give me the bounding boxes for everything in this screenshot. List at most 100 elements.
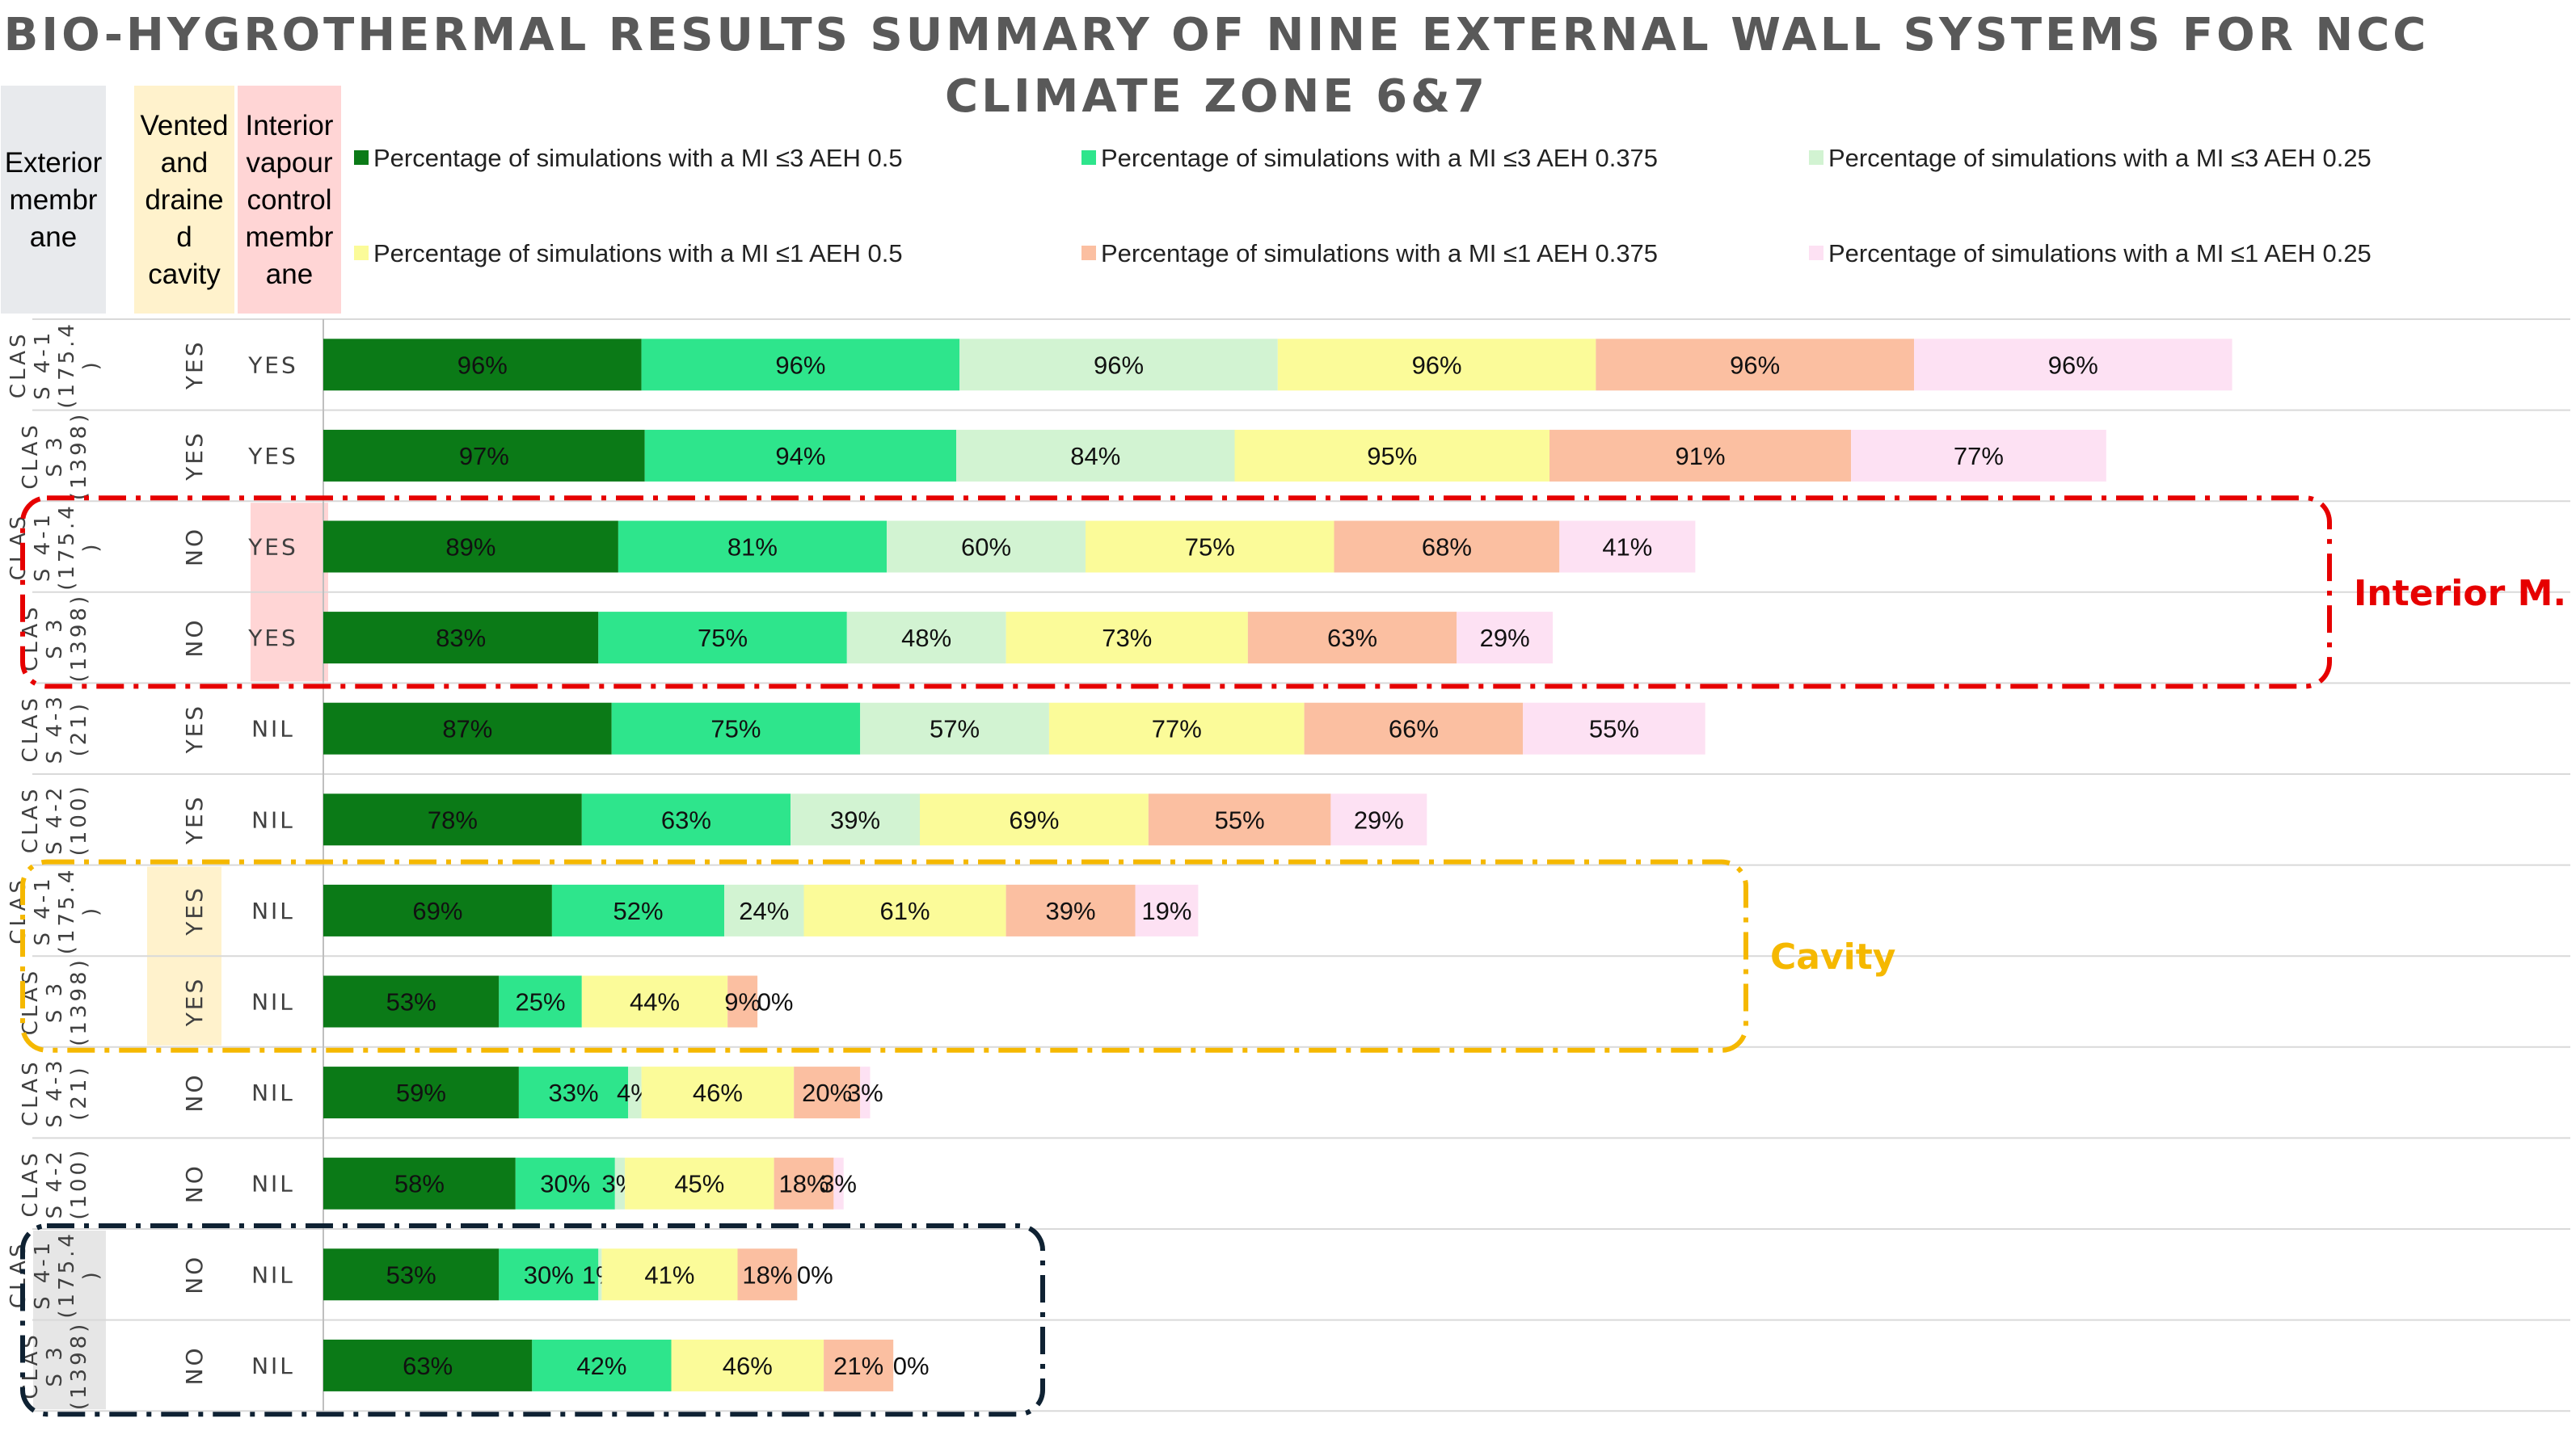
bar-segment [1006,612,1248,664]
bar-segment [860,702,1049,755]
bar-segment [803,884,1006,936]
bar-segment [601,1248,738,1301]
bar-segment [1851,429,2106,482]
data-label: 53% [386,988,436,1016]
data-label: 60% [961,533,1011,562]
cavity-label: NO [181,1164,208,1203]
interior-membrane-label: NIL [251,1353,295,1379]
data-label: 52% [613,897,663,925]
column-header-exterior [1,86,106,314]
data-label: 78% [428,806,478,834]
bar-segment [1523,702,1705,755]
data-label: 96% [2048,351,2098,379]
column-header-text: draine [145,184,223,216]
interior-membrane-label: YES [247,534,298,561]
bar-segment [794,1067,861,1119]
bar-segment [323,702,612,755]
exterior-membrane-label: (175.4 [55,503,79,591]
exterior-membrane-label: CLAS [6,1241,31,1309]
data-label: 75% [710,715,761,743]
data-label: 25% [516,988,566,1016]
bar-segment [1148,793,1331,846]
cavity-label: YES [181,886,208,936]
bar-segment [551,884,725,936]
data-label: 0% [757,988,794,1016]
exterior-membrane-label: S 4-1 [31,1239,55,1310]
data-label: 24% [739,897,789,925]
data-label: 30% [540,1170,590,1198]
bar-segment [833,1157,844,1210]
exterior-membrane-label: S 4-1 [31,330,55,400]
bar-segment [1234,429,1549,482]
cavity-label: NO [181,1255,208,1294]
legend-label: Percentage of simulations with a MI ≤1 A… [373,239,903,267]
data-label: 29% [1354,806,1404,834]
data-label: 0% [797,1261,833,1289]
data-label: 69% [412,897,462,925]
data-label: 29% [1480,624,1530,652]
data-label: 63% [1327,624,1377,652]
bar-segment [1006,884,1136,936]
exterior-membrane-label: CLAS [19,695,43,763]
bar-segment [323,1339,533,1391]
legend-label: Percentage of simulations with a MI ≤3 A… [373,144,903,172]
bar-segment [1247,612,1457,664]
column-header-cavity [134,86,234,314]
data-label: 19% [1141,897,1191,925]
bar-segment [1549,429,1852,482]
exterior-membrane-label: (1398) [67,411,91,500]
legend-label: Percentage of simulations with a MI ≤3 A… [1828,144,2372,172]
data-label: 84% [1070,442,1120,470]
data-label: 77% [1152,715,1202,743]
bar-segment [323,520,618,573]
interior-membrane-label: NIL [251,898,295,924]
cavity-label: YES [181,977,208,1028]
data-label: 20% [802,1079,852,1107]
legend-swatch [354,150,369,165]
exterior-membrane-label: ) [79,541,103,552]
exterior-membrane-label: (100) [67,1147,91,1220]
exterior-membrane-label: S 3 [43,616,67,659]
data-label: 3% [847,1079,883,1107]
bar-segment [532,1339,672,1391]
exterior-membrane-label: CLAS [6,513,31,581]
annotation-label: Cavity [1770,936,1895,978]
exterior-membrane-label: S 4-1 [31,511,55,582]
annotation-box [20,495,2332,689]
data-label: 46% [723,1352,773,1380]
legend-label: Percentage of simulations with a MI ≤1 A… [1828,239,2372,267]
bar-segment [956,429,1235,482]
column-header-text: cavity [148,259,221,290]
bar-segment [598,612,847,664]
legend-label: Percentage of simulations with a MI ≤1 A… [1101,239,1658,267]
data-label: 96% [457,351,508,379]
data-label: 61% [880,897,930,925]
bar-segment [959,339,1278,391]
cavity-label: NO [181,618,208,658]
exterior-membrane-label: (175.4 [55,321,79,409]
exterior-membrane-label: ) [79,1269,103,1280]
interior-membrane-label: YES [247,351,298,378]
data-label: 33% [549,1079,599,1107]
bar-segment [644,429,957,482]
exterior-membrane-label: (1398) [67,957,91,1046]
bar-segment [323,1157,516,1210]
data-label: 53% [386,1261,436,1289]
data-label: 77% [1954,442,2004,470]
data-label: 97% [459,442,509,470]
data-label: 21% [833,1352,883,1380]
data-label: 39% [1046,897,1096,925]
exterior-membrane-label: S 4-1 [31,875,55,945]
interior-membrane-label: NIL [251,1261,295,1288]
bar-segment [614,1157,626,1210]
column-header-text: membr [246,221,334,253]
data-label: 96% [1412,351,1462,379]
data-label: 45% [674,1170,724,1198]
bar-segment [499,975,582,1028]
exterior-membrane-label: CLAS [19,1150,43,1218]
data-label: 3% [820,1170,857,1198]
column-header-text: ane [266,259,313,290]
exterior-membrane-label: S 3 [43,1344,67,1387]
column-header-text: and [161,147,208,179]
